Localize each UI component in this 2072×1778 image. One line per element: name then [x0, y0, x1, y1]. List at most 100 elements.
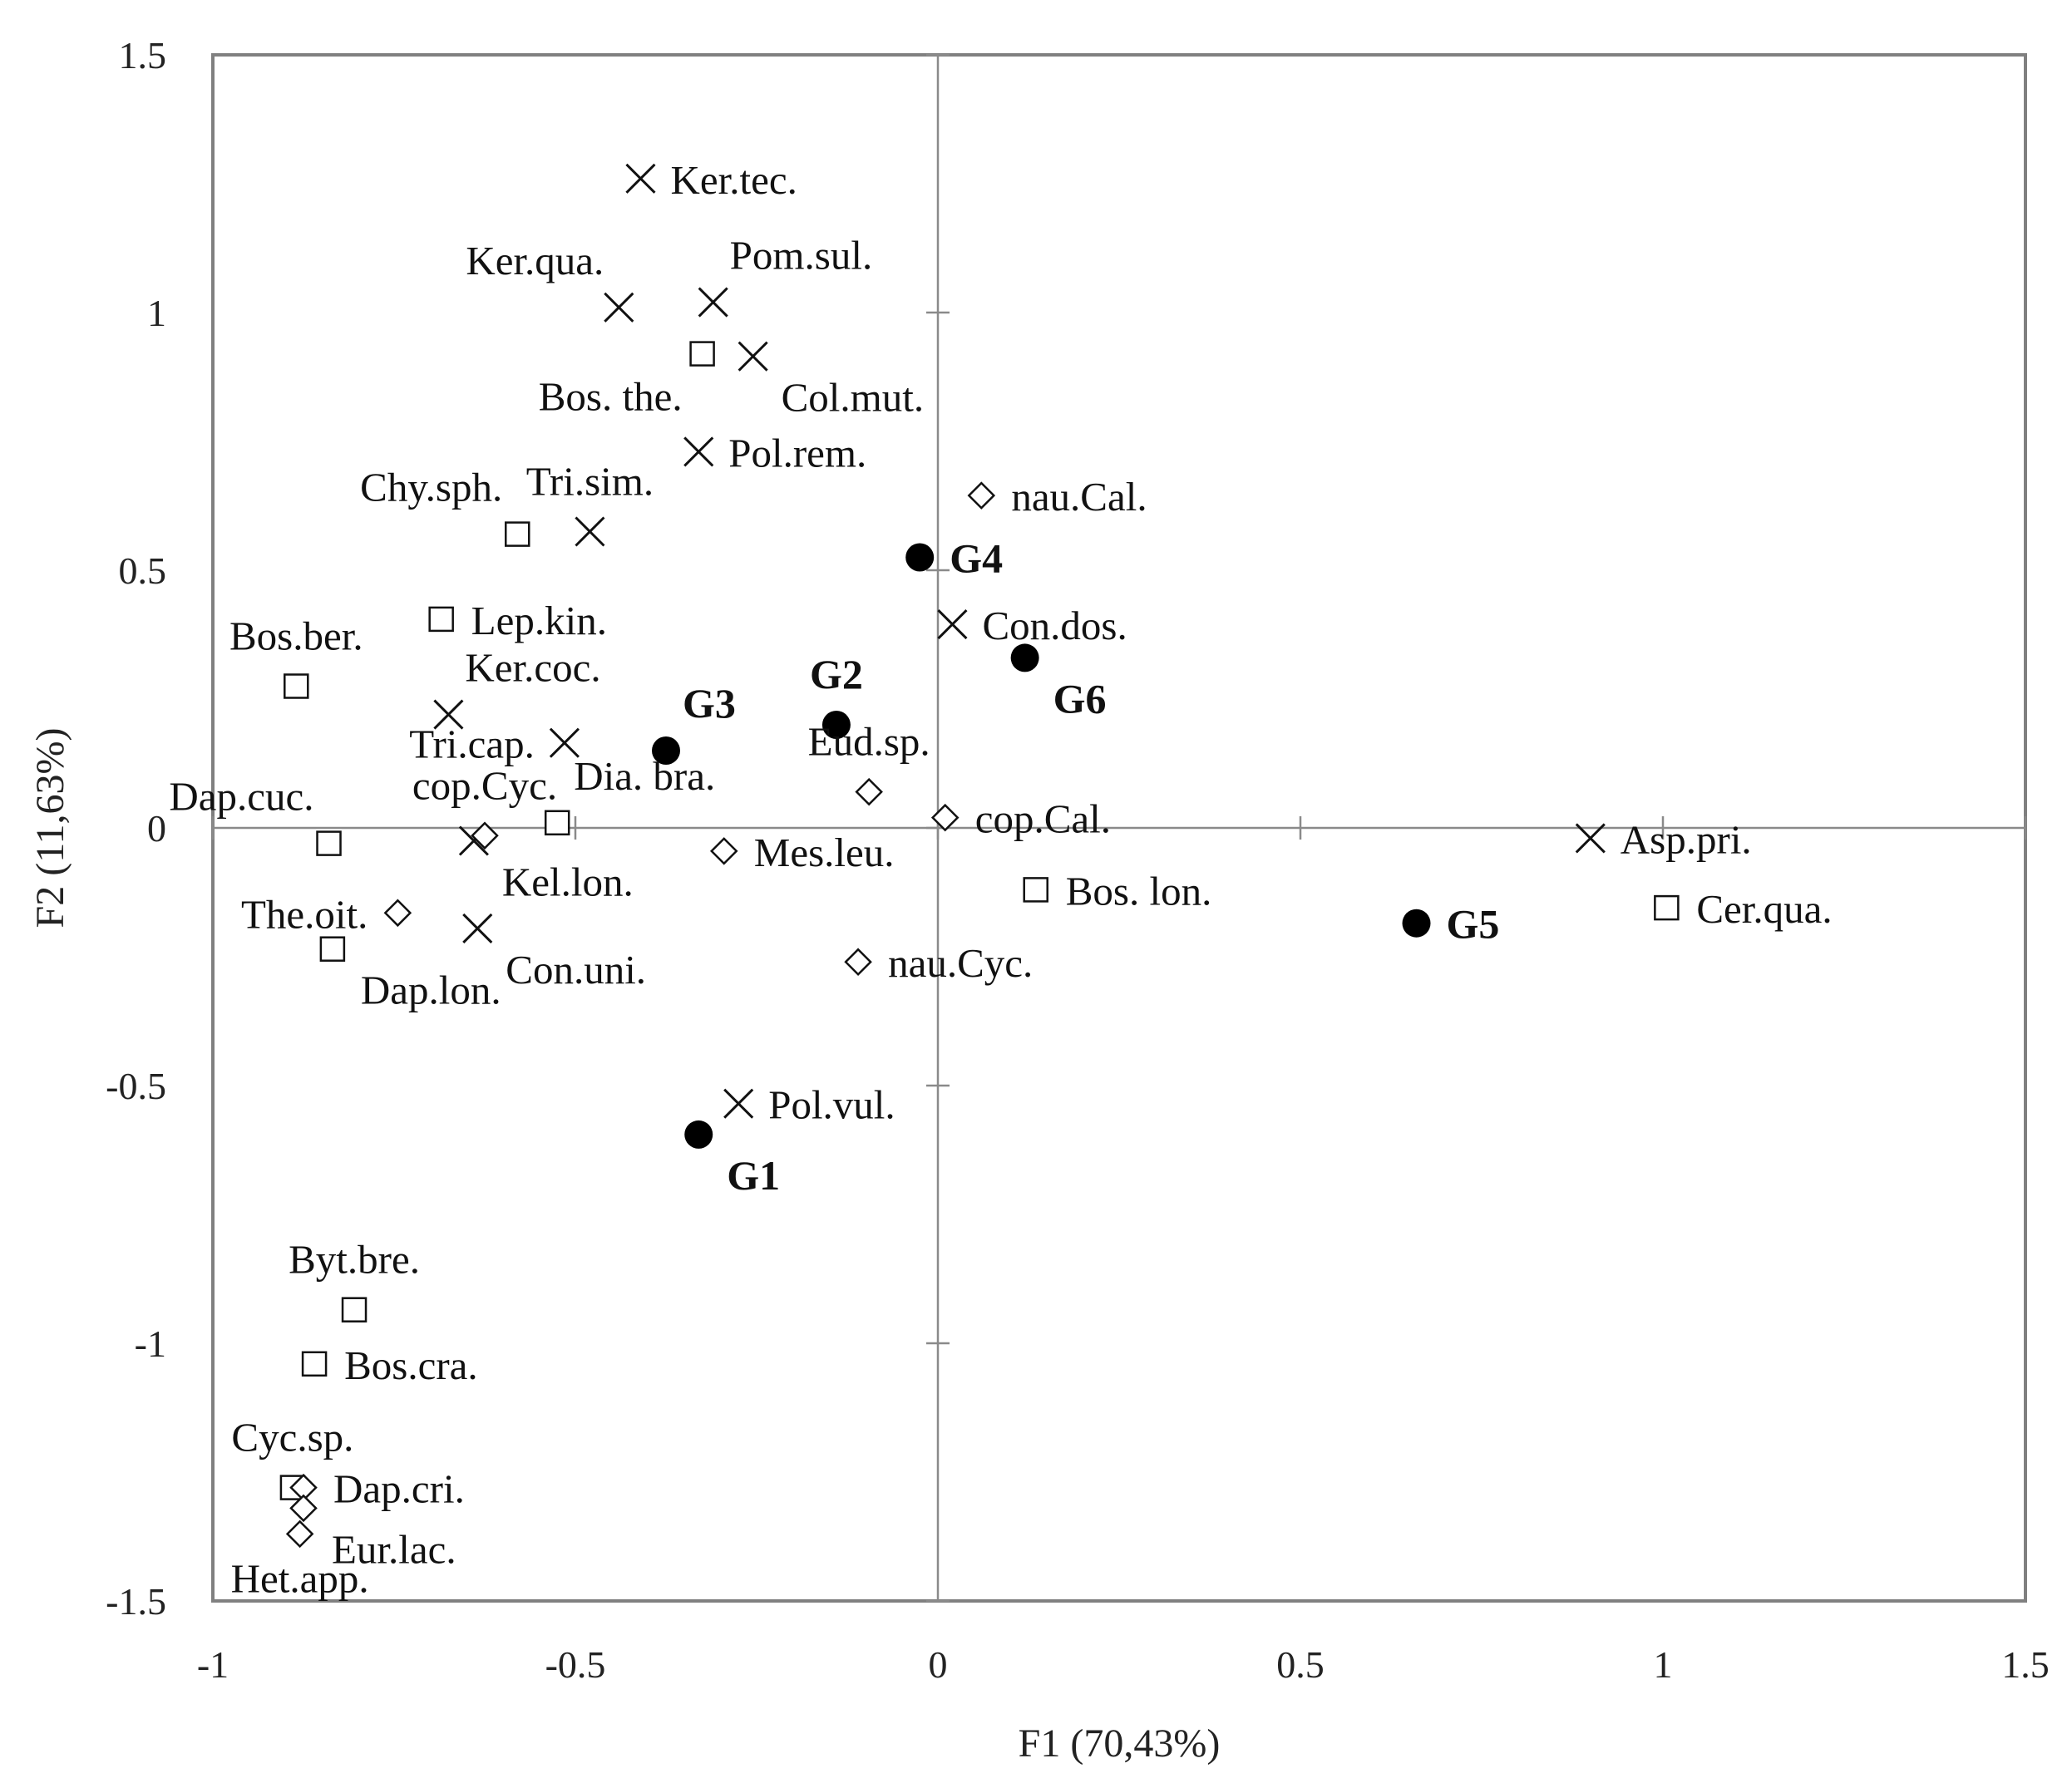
cross-stroke: [683, 436, 714, 467]
point-label: Ker.qua.: [466, 238, 604, 283]
x-tick-label: -1: [197, 1643, 229, 1686]
square-marker: [428, 606, 454, 633]
y-tick-label: -1: [135, 1322, 166, 1365]
group-centroid-marker: [821, 711, 851, 739]
x-tick-label: -0.5: [545, 1643, 606, 1686]
point-label: nau.Cyc.: [888, 940, 1033, 986]
group-label: G2: [810, 651, 863, 697]
point-label: nau.Cal.: [1011, 474, 1147, 520]
group-label: G1: [727, 1152, 780, 1199]
x-tick-label: 0.5: [1276, 1643, 1325, 1686]
x-tick-label: 1.5: [2001, 1643, 2050, 1686]
group-centroid-marker: [652, 736, 680, 765]
diamond-marker: [930, 803, 960, 832]
group-centroid-marker: [1010, 643, 1039, 672]
cross-marker: [1575, 823, 1606, 854]
cross-marker: [937, 609, 968, 640]
cross-stroke: [625, 163, 656, 194]
point-label: Cyc.sp.: [231, 1415, 353, 1460]
point-label: Con.uni.: [506, 947, 646, 992]
diamond-marker: [285, 1519, 314, 1549]
y-axis-title: F2 (11,63%): [28, 728, 72, 928]
x-tick-label: 0: [929, 1643, 948, 1686]
square-marker: [301, 1351, 328, 1377]
y-tick-label: -1.5: [106, 1580, 166, 1623]
point-label: Ker.coc.: [465, 645, 600, 691]
diamond-marker: [383, 899, 412, 928]
square-marker: [316, 830, 342, 856]
diamond-marker: [289, 1494, 318, 1523]
group-centroid-marker: [905, 543, 935, 572]
point-label: Het.app.: [231, 1555, 369, 1601]
point-label: Dap.cuc.: [169, 774, 313, 820]
point-label: Pom.sul.: [730, 233, 873, 278]
cross-marker: [683, 436, 714, 467]
point-label: Mes.leu.: [754, 830, 895, 875]
point-label: cop.Cal.: [975, 796, 1111, 842]
point-labels: Ker.tec. Ker.qua. Pom.sul. Col.mut. Pol.rem.…: [169, 157, 1832, 1602]
point-label: Byt.bre.: [289, 1237, 420, 1283]
cross-marker: [698, 287, 728, 318]
y-tick-label: -0.5: [106, 1065, 166, 1107]
point-label: Bos.cra.: [344, 1342, 478, 1388]
group-label: G3: [683, 680, 736, 726]
point-label: Tri.cap.: [409, 722, 535, 767]
diamond-marker: [844, 948, 872, 976]
group-centroid-marker: [1402, 909, 1431, 938]
y-tick-label: 0: [147, 807, 166, 850]
point-label: Ker.tec.: [670, 157, 797, 203]
diamond-marker: [855, 777, 883, 806]
point-label: Dia. bra.: [574, 753, 715, 799]
point-label: Bos. the.: [539, 374, 683, 420]
square-marker: [341, 1297, 368, 1322]
square-marker: [319, 936, 346, 962]
data-points: [279, 163, 1680, 1549]
diamond-marker: [967, 481, 996, 510]
cross-stroke: [723, 1088, 754, 1119]
tick-labels: -1 -0.5 0 0.5 1 1.5 -1.5 -1 -0.5 0 0.5 1 1.5: [106, 34, 2050, 1686]
cross-marker: [462, 913, 493, 943]
diamond-marker: [709, 837, 738, 865]
point-label: Con.dos.: [982, 603, 1127, 648]
group-centroid-marker: [684, 1120, 713, 1149]
group-label: G4: [950, 535, 1003, 582]
cross-marker: [625, 163, 656, 194]
y-tick-label: 0.5: [119, 549, 167, 592]
cross-marker: [575, 516, 605, 547]
point-label: Cer.qua.: [1696, 886, 1832, 932]
square-marker: [504, 521, 530, 547]
point-label: Pol.vul.: [768, 1082, 895, 1128]
cross-stroke: [549, 727, 580, 758]
cross-stroke: [462, 913, 493, 943]
point-label: Chy.sph.: [360, 465, 502, 510]
point-label: Eud.sp.: [808, 719, 930, 765]
point-label: Kel.lon.: [502, 859, 634, 905]
group-label: G6: [1053, 675, 1107, 722]
point-label: Lep.kin.: [471, 598, 607, 643]
point-label: cop.Cyc.: [412, 762, 557, 808]
point-label: Eur.lac.: [332, 1526, 456, 1572]
diamond-marker: [471, 821, 499, 850]
cross-stroke: [738, 341, 768, 372]
cross-marker: [433, 699, 464, 730]
point-label: Bos.ber.: [229, 613, 363, 659]
cross-marker: [549, 727, 580, 758]
point-label: Dap.lon.: [361, 968, 501, 1013]
cross-stroke: [698, 287, 728, 318]
cross-stroke: [604, 292, 634, 323]
square-marker: [284, 673, 309, 699]
y-tick-label: 1.5: [119, 34, 167, 76]
y-tick-label: 1: [147, 292, 166, 334]
point-label: Bos. lon.: [1066, 868, 1212, 914]
x-tick-label: 1: [1654, 1643, 1673, 1686]
point-label: Col.mut.: [782, 375, 925, 421]
square-marker: [1654, 894, 1680, 921]
cross-marker: [604, 292, 634, 323]
point-label: Pol.rem.: [728, 430, 866, 475]
cross-marker: [723, 1088, 754, 1119]
point-label: Tri.sim.: [526, 459, 654, 505]
square-marker: [1023, 877, 1048, 903]
square-marker: [544, 810, 570, 836]
cross-marker: [738, 341, 768, 372]
